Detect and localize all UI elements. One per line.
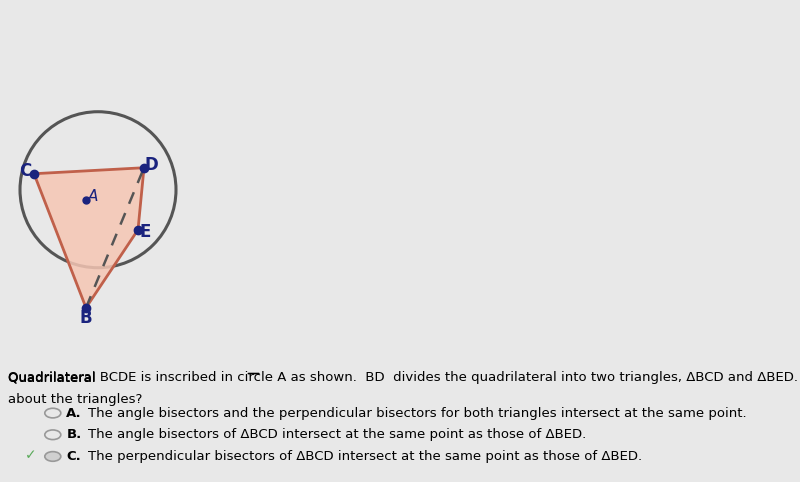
Text: A: A: [88, 189, 98, 204]
Text: C.: C.: [66, 450, 81, 463]
Text: Quadrilateral BCDE is inscribed in circle A as shown.  BD  divides the quadrilat: Quadrilateral BCDE is inscribed in circl…: [8, 371, 800, 384]
Text: Quadrilateral: Quadrilateral: [8, 371, 100, 384]
Text: E: E: [139, 223, 151, 241]
Text: Quadrilateral: Quadrilateral: [8, 371, 100, 384]
Text: ✓: ✓: [25, 448, 36, 463]
Text: B.: B.: [66, 428, 82, 441]
Text: D: D: [144, 156, 158, 174]
Text: A.: A.: [66, 407, 82, 419]
Polygon shape: [34, 168, 144, 308]
Text: The perpendicular bisectors of ΔBCD intersect at the same point as those of ΔBED: The perpendicular bisectors of ΔBCD inte…: [88, 450, 642, 463]
Text: about the triangles?: about the triangles?: [8, 393, 142, 406]
Circle shape: [45, 452, 61, 461]
Text: The angle bisectors of ΔBCD intersect at the same point as those of ΔBED.: The angle bisectors of ΔBCD intersect at…: [88, 428, 586, 441]
Text: B: B: [80, 308, 92, 327]
Text: C: C: [19, 161, 31, 179]
Text: The angle bisectors and the perpendicular bisectors for both triangles intersect: The angle bisectors and the perpendicula…: [88, 407, 746, 419]
